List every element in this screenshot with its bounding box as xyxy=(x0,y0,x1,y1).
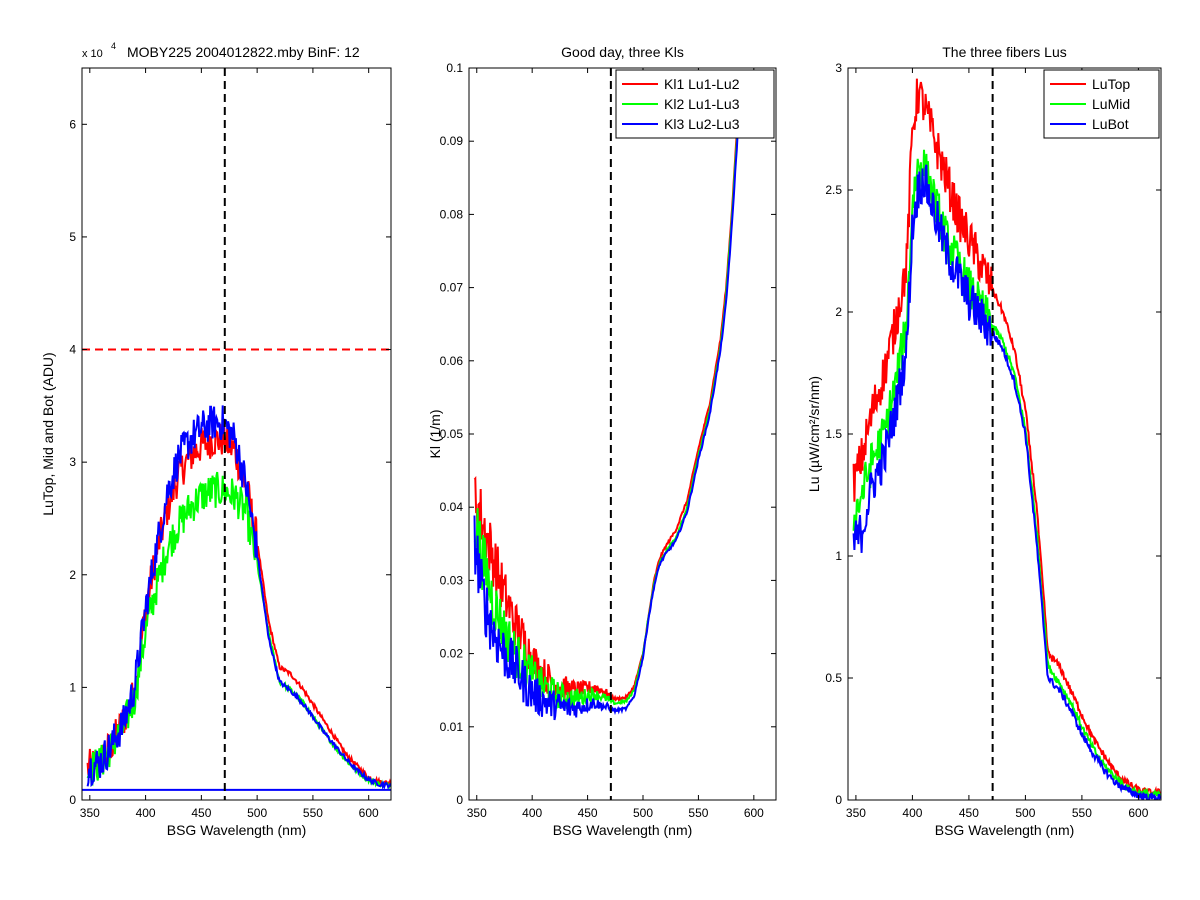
x-tick-label: 500 xyxy=(633,806,653,820)
legend-label-3: Kl3 Lu2-Lu3 xyxy=(664,116,740,132)
plot-area xyxy=(848,68,1161,800)
x-tick-label: 450 xyxy=(191,806,211,820)
x-tick-label: 450 xyxy=(959,806,979,820)
y-tick-label: 0 xyxy=(835,793,842,807)
y-tick-label: 0.01 xyxy=(440,720,464,734)
y-tick-label: 1 xyxy=(69,680,76,694)
x-tick-label: 400 xyxy=(136,806,156,820)
legend-label-2: Kl2 Lu1-Lu3 xyxy=(664,96,740,112)
legend-label-3: LuBot xyxy=(1092,116,1129,132)
legend-label-2: LuMid xyxy=(1092,96,1130,112)
y-tick-label: 5 xyxy=(69,230,76,244)
axis-exponent-superscript: 4 xyxy=(111,41,116,51)
legend-label-1: LuTop xyxy=(1092,76,1130,92)
y-tick-label: 6 xyxy=(69,117,76,131)
x-tick-label: 500 xyxy=(247,806,267,820)
y-tick-label: 2 xyxy=(69,568,76,582)
x-axis-label: BSG Wavelength (nm) xyxy=(167,822,307,838)
plot-content xyxy=(82,68,391,800)
y-tick-label: 1 xyxy=(835,549,842,563)
y-tick-label: 0.09 xyxy=(440,134,464,148)
plot-content xyxy=(473,68,744,800)
y-tick-label: 3 xyxy=(835,61,842,75)
y-tick-label: 1.5 xyxy=(825,427,842,441)
y-tick-label: 0 xyxy=(69,793,76,807)
series-line-3 xyxy=(473,74,744,721)
plot-area xyxy=(82,68,391,800)
y-tick-label: 0.05 xyxy=(440,427,464,441)
x-tick-label: 350 xyxy=(467,806,487,820)
legend: LuTop LuMid LuBot xyxy=(1043,69,1160,139)
y-axis-label: Kl (1/m) xyxy=(427,410,443,459)
series-line-3 xyxy=(86,405,391,791)
chart-title: Good day, three Kls xyxy=(561,44,684,60)
x-tick-label: 550 xyxy=(1072,806,1092,820)
legend-label-1: Kl1 Lu1-Lu2 xyxy=(664,76,740,92)
chart-panel-2: 350 400 450 500 550 600 0 0.01 0.02 0.03 0.04 0.05 0… xyxy=(427,44,777,838)
x-tick-label: 550 xyxy=(303,806,323,820)
y-tick-label: 0 xyxy=(456,793,463,807)
y-tick-label: 0.1 xyxy=(446,61,463,75)
x-tick-label: 500 xyxy=(1015,806,1035,820)
x-tick-label: 400 xyxy=(902,806,922,820)
y-axis-label: LuTop, Mid and Bot (ADU) xyxy=(40,352,56,515)
legend: Kl1 Lu1-Lu2 Kl2 Lu1-Lu3 Kl3 Lu2-Lu3 xyxy=(615,69,775,139)
series-line-1 xyxy=(473,73,744,703)
chart-title: MOBY225 2004012822.mby BinF: 12 xyxy=(127,44,360,60)
chart-panel-3: 350 400 450 500 550 600 0 0.5 1 1.5 2 2.5 3 BSG Wavel… xyxy=(806,44,1162,838)
x-tick-label: 600 xyxy=(744,806,764,820)
y-tick-label: 3 xyxy=(69,455,76,469)
series-line-1 xyxy=(852,78,1161,796)
x-tick-label: 550 xyxy=(688,806,708,820)
y-axis-label: Lu (µW/cm²/sr/nm) xyxy=(806,376,822,492)
x-tick-label: 600 xyxy=(1128,806,1148,820)
x-tick-label: 350 xyxy=(80,806,100,820)
y-tick-label: 2.5 xyxy=(825,183,842,197)
plot-area xyxy=(469,68,776,800)
x-tick-label: 400 xyxy=(522,806,542,820)
y-tick-label: 0.5 xyxy=(825,671,842,685)
x-axis-label: BSG Wavelength (nm) xyxy=(553,822,693,838)
y-tick-label: 0.08 xyxy=(440,207,464,221)
x-tick-label: 450 xyxy=(578,806,598,820)
x-tick-label: 350 xyxy=(846,806,866,820)
x-tick-label: 600 xyxy=(359,806,379,820)
y-tick-label: 2 xyxy=(835,305,842,319)
y-tick-label: 0.04 xyxy=(440,500,464,514)
y-tick-label: 0.06 xyxy=(440,354,464,368)
series-line-2 xyxy=(852,149,1161,800)
axes-box xyxy=(81,67,392,801)
y-tick-label: 0.02 xyxy=(440,647,464,661)
chart-panel-1: 350 400 450 500 550 600 0 1 2 3 4 5 6 BSG Wavelength … xyxy=(40,41,392,838)
axis-exponent-label: x 10 xyxy=(82,48,103,60)
chart-title: The three fibers Lus xyxy=(942,44,1067,60)
y-tick-label: 0.03 xyxy=(440,573,464,587)
x-axis-label: BSG Wavelength (nm) xyxy=(935,822,1075,838)
plot-content xyxy=(852,68,1161,800)
y-tick-label: 0.07 xyxy=(440,281,464,295)
series-line-3 xyxy=(852,164,1161,800)
y-tick-label: 4 xyxy=(69,343,76,357)
